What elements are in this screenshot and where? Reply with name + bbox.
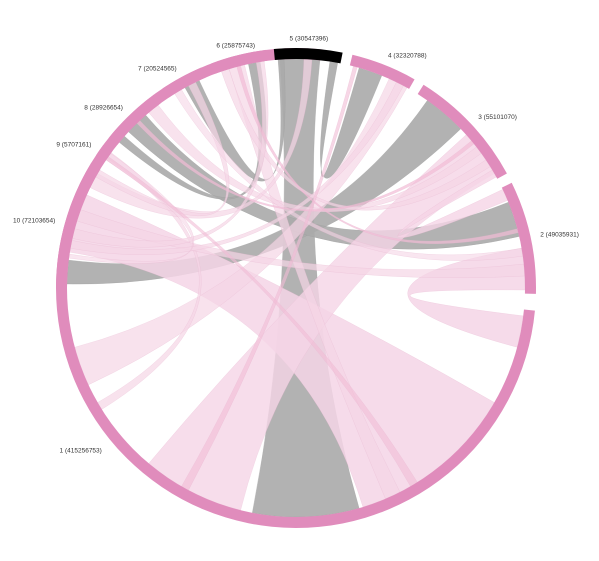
segment-arc-8: [108, 94, 161, 145]
segment-arc-10: [56, 162, 101, 288]
segment-arc-6: [211, 49, 268, 74]
chord-link-1-2: [407, 247, 526, 348]
chord-link-1-6: [228, 64, 401, 500]
segment-arc-9: [96, 144, 113, 162]
segment-label-10: 10 (72103654): [13, 217, 55, 224]
segment-arc-5: [273, 48, 343, 64]
segment-arc-2: [501, 182, 537, 294]
segment-arcs: [55, 47, 537, 528]
segment-arc-3: [417, 84, 507, 179]
segment-labels: 1 (415256753) 2 (49035931) 3 (55101070) 4 (…: [13, 35, 579, 454]
segment-label-3: 3 (55101070): [478, 114, 517, 121]
segment-label-8: 8 (28926654): [84, 105, 123, 112]
segment-arc-4: [349, 54, 415, 89]
segment-label-7: 7 (20524565): [138, 65, 177, 72]
segment-label-6: 6 (25875743): [216, 42, 255, 49]
segment-label-5: 5 (30547396): [290, 35, 329, 42]
segment-arc-7: [162, 67, 206, 98]
chord-links: [66, 58, 526, 518]
segment-label-4: 4 (32320788): [388, 53, 427, 60]
segment-label-2: 2 (49035931): [540, 232, 579, 239]
chord-link-8-3: [136, 120, 475, 212]
segment-label-1: 1 (415256753): [60, 448, 102, 455]
segment-label-9: 9 (5707161): [56, 141, 91, 148]
